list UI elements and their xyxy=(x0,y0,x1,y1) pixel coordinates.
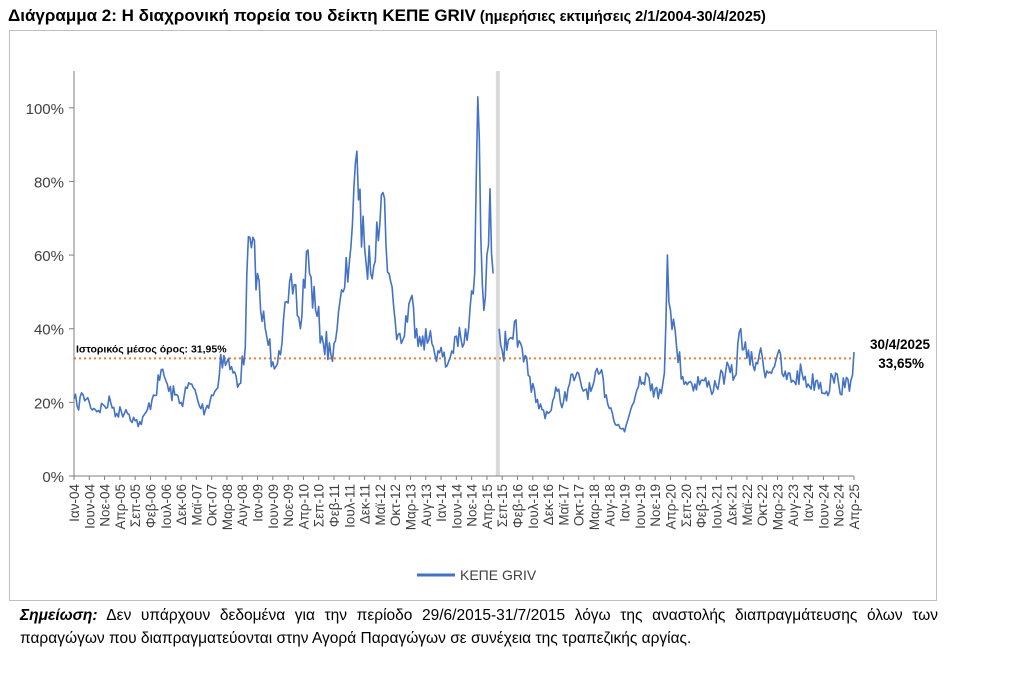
x-tick-label: Μαϊ-22 xyxy=(740,484,755,526)
x-tick-label: Μαρ-18 xyxy=(587,484,602,530)
x-tick-label: Νοε-14 xyxy=(465,484,480,527)
x-tick-label: Αυγ-23 xyxy=(786,484,801,527)
x-tick-label: Απρ-10 xyxy=(296,484,311,530)
x-tick-label: Φεβ-06 xyxy=(143,484,158,528)
x-tick-label: Σεπ-10 xyxy=(312,484,327,527)
title-sub: (ημερήσιες εκτιμήσεις 2/1/2004-30/4/2025… xyxy=(475,9,766,25)
series-line-kepe-griv xyxy=(73,96,855,433)
x-tick-label: Ιουν-09 xyxy=(266,484,281,529)
x-tick-label: Σεπ-05 xyxy=(128,484,143,527)
x-tick-label: Απρ-25 xyxy=(847,484,862,530)
y-tick-label: 60% xyxy=(34,248,64,265)
x-tick-label: Αυγ-08 xyxy=(235,484,250,527)
title-main: Διάγραμμα 2: Η διαχρονική πορεία του δεί… xyxy=(8,6,476,25)
x-tick-label: Οκτ-17 xyxy=(572,484,587,526)
x-tick-label: Μαϊ-07 xyxy=(189,484,204,526)
page-title: Διάγραμμα 2: Η διαχρονική πορεία του δεί… xyxy=(8,6,766,26)
x-tick-label: Μαρ-08 xyxy=(220,484,235,530)
x-tick-label: Δεκ-11 xyxy=(358,484,373,524)
x-tick-label: Φεβ-21 xyxy=(694,484,709,528)
x-tick-label: Οκτ-12 xyxy=(388,484,403,526)
y-tick-label: 40% xyxy=(34,322,64,339)
x-tick-label: Οκτ-22 xyxy=(755,484,770,526)
note-label: Σημείωση: xyxy=(20,607,98,624)
x-tick-label: Ιαν-24 xyxy=(801,484,816,522)
x-tick-label: Ιαν-14 xyxy=(434,484,449,522)
x-tick-label: Φεβ-11 xyxy=(327,484,342,527)
x-tick-label: Νοε-24 xyxy=(832,484,847,527)
x-tick-label: Ιουν-24 xyxy=(816,484,831,529)
x-tick-label: Δεκ-06 xyxy=(174,484,189,525)
x-tick-label: Μαρ-23 xyxy=(771,484,786,530)
x-tick-label: Σεπ-20 xyxy=(679,484,694,527)
x-tick-label: Φεβ-16 xyxy=(511,484,526,528)
legend-label: ΚΕΠΕ GRIV xyxy=(460,567,537,583)
y-tick-label: 100% xyxy=(26,101,64,118)
x-tick-label: Νοε-19 xyxy=(648,484,663,527)
x-tick-label: Ιουν-14 xyxy=(449,484,464,529)
y-tick-label: 80% xyxy=(34,174,64,191)
x-tick-label: Ιαν-04 xyxy=(67,484,82,522)
x-tick-label: Ιουλ-21 xyxy=(709,484,724,529)
x-tick-label: Ιουν-04 xyxy=(82,484,97,529)
x-tick-label: Απρ-05 xyxy=(113,484,128,530)
x-tick-label: Ιουν-19 xyxy=(633,484,648,529)
x-tick-label: Δεκ-21 xyxy=(725,484,740,525)
y-tick-label: 0% xyxy=(42,469,64,486)
x-tick-label: Οκτ-07 xyxy=(205,484,220,526)
x-tick-label: Απρ-15 xyxy=(480,484,495,530)
x-tick-label: Ιαν-09 xyxy=(251,484,266,522)
x-tick-label: Μαρ-13 xyxy=(403,484,418,530)
griv-line-chart: 0% 20% 40% 60% 80% 100% Ιστορικός μέσος όρος: … xyxy=(26,71,931,583)
x-tick-label: Μαϊ-12 xyxy=(373,484,388,526)
x-tick-label: Νοε-09 xyxy=(281,484,296,527)
x-tick-label: Ιουλ-11 xyxy=(342,484,357,528)
x-tick-label: Σεπ-15 xyxy=(495,484,510,527)
x-tick-label: Ιουλ-06 xyxy=(159,484,174,529)
x-tick-label: Απρ-20 xyxy=(663,484,678,530)
historical-average-label: Ιστορικός μέσος όρος: 31,95% xyxy=(76,343,227,355)
last-point-value-label: 33,65% xyxy=(878,356,924,371)
last-point-date-label: 30/4/2025 xyxy=(870,337,931,352)
chart-frame: 0% 20% 40% 60% 80% 100% Ιστορικός μέσος όρος: … xyxy=(9,30,937,601)
x-tick-label: Ιουλ-16 xyxy=(526,484,541,529)
note-paragraph: Σημείωση: Δεν υπάρχουν δεδομένα για την … xyxy=(20,604,938,650)
x-tick-label: Αυγ-13 xyxy=(419,484,434,527)
y-tick-label: 20% xyxy=(34,395,64,412)
x-tick-label: Δεκ-16 xyxy=(541,484,556,525)
x-tick-label: Αυγ-18 xyxy=(602,484,617,527)
x-tick-label: Ιαν-19 xyxy=(618,484,633,522)
no-data-gap-band xyxy=(495,71,500,476)
x-tick-label: Νοε-04 xyxy=(98,484,113,527)
note-text: Δεν υπάρχουν δεδομένα για την περίοδο 29… xyxy=(20,607,938,647)
x-tick-label: Μαϊ-17 xyxy=(556,484,571,526)
